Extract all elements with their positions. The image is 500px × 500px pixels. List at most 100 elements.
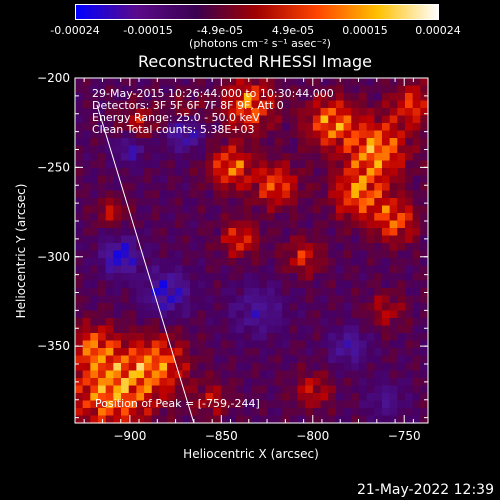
heatmap-cell xyxy=(105,198,114,207)
heatmap-cell xyxy=(320,183,329,192)
heatmap-cell xyxy=(213,415,222,424)
heatmap-cell xyxy=(381,355,391,364)
heatmap-cell xyxy=(312,280,322,289)
heatmap-cell xyxy=(381,228,391,237)
heatmap-cell xyxy=(274,123,283,132)
heatmap-cell xyxy=(82,198,91,207)
heatmap-cell xyxy=(335,213,345,222)
heatmap-cell xyxy=(381,235,391,244)
heatmap-cell xyxy=(205,363,214,372)
heatmap-cell xyxy=(381,273,391,282)
heatmap-cell xyxy=(412,333,421,342)
heatmap-cell xyxy=(351,123,360,132)
heatmap-cell xyxy=(412,130,421,139)
heatmap-cell xyxy=(220,303,230,312)
heatmap-cell xyxy=(113,310,122,319)
heatmap-cell xyxy=(335,160,345,169)
heatmap-cell xyxy=(297,258,306,267)
heatmap-cell xyxy=(113,115,122,124)
heatmap-cell xyxy=(75,228,84,237)
heatmap-cell xyxy=(243,408,253,417)
heatmap-cell xyxy=(121,93,130,102)
heatmap-cell xyxy=(213,138,222,147)
heatmap-cell xyxy=(297,393,306,402)
heatmap-cell xyxy=(305,115,314,124)
heatmap-cell xyxy=(335,115,345,124)
heatmap-cell xyxy=(351,273,360,282)
heatmap-cell xyxy=(320,393,329,402)
heatmap-cell xyxy=(351,220,360,229)
heatmap-cell xyxy=(90,78,99,87)
heatmap-cell xyxy=(90,205,99,214)
heatmap-cell xyxy=(381,115,391,124)
heatmap-cell xyxy=(282,415,291,424)
heatmap-cell xyxy=(113,340,122,349)
heatmap-cell xyxy=(174,265,184,274)
heatmap-cell xyxy=(144,205,153,214)
heatmap-cell xyxy=(220,340,230,349)
heatmap-cell xyxy=(236,235,245,244)
heatmap-cell xyxy=(335,378,345,387)
heatmap-cell xyxy=(412,198,421,207)
heatmap-cell xyxy=(289,220,299,229)
heatmap-cell xyxy=(82,288,91,297)
heatmap-cell xyxy=(213,310,222,319)
heatmap-cell xyxy=(312,220,322,229)
heatmap-cell xyxy=(159,400,168,409)
heatmap-cell xyxy=(90,340,99,349)
heatmap-cell xyxy=(144,393,153,402)
heatmap-cell xyxy=(190,205,199,214)
heatmap-cell xyxy=(374,78,383,87)
heatmap-cell xyxy=(82,130,91,139)
heatmap-cell xyxy=(197,378,207,387)
heatmap-cell xyxy=(289,138,299,147)
heatmap-cell xyxy=(90,378,99,387)
heatmap-cell xyxy=(159,205,168,214)
heatmap-cell xyxy=(182,235,191,244)
heatmap-cell xyxy=(182,385,191,394)
heatmap-cell xyxy=(82,190,91,199)
heatmap-cell xyxy=(243,190,253,199)
heatmap-cell xyxy=(412,310,421,319)
heatmap-cell xyxy=(167,115,176,124)
heatmap-cell xyxy=(328,348,337,357)
heatmap-cell xyxy=(213,400,222,409)
heatmap-cell xyxy=(412,153,421,162)
heatmap-cell xyxy=(128,183,137,192)
heatmap-cell xyxy=(389,348,398,357)
heatmap-cell xyxy=(190,93,199,102)
heatmap-cell xyxy=(259,145,268,154)
heatmap-cell xyxy=(136,280,145,289)
heatmap-cell xyxy=(75,400,84,409)
heatmap-cell xyxy=(397,310,406,319)
heatmap-cell xyxy=(282,333,291,342)
heatmap-cell xyxy=(213,303,222,312)
heatmap-cell xyxy=(320,408,329,417)
colorbar-gradient xyxy=(76,5,438,19)
heatmap-cell xyxy=(328,100,337,109)
heatmap-cell xyxy=(167,250,176,259)
heatmap-cell xyxy=(151,318,161,327)
heatmap-cell xyxy=(412,273,421,282)
heatmap-cell xyxy=(205,108,214,117)
heatmap-cell xyxy=(98,310,107,319)
heatmap-cell xyxy=(121,175,130,184)
heatmap-cell xyxy=(213,198,222,207)
heatmap-cell xyxy=(366,198,375,207)
heatmap-cell xyxy=(404,370,414,379)
heatmap-cell xyxy=(251,153,260,162)
heatmap-cell xyxy=(328,310,337,319)
heatmap-cell xyxy=(213,280,222,289)
heatmap-cell xyxy=(297,318,306,327)
heatmap-cell xyxy=(182,190,191,199)
heatmap-cell xyxy=(420,243,429,252)
heatmap-cell xyxy=(82,100,91,109)
heatmap-cell xyxy=(205,93,214,102)
heatmap-cell xyxy=(136,333,145,342)
heatmap-cell xyxy=(351,93,360,102)
heatmap-cell xyxy=(82,385,91,394)
heatmap-cell xyxy=(397,363,406,372)
heatmap-cell xyxy=(366,205,375,214)
heatmap-cell xyxy=(389,385,398,394)
heatmap-cell xyxy=(312,205,322,214)
